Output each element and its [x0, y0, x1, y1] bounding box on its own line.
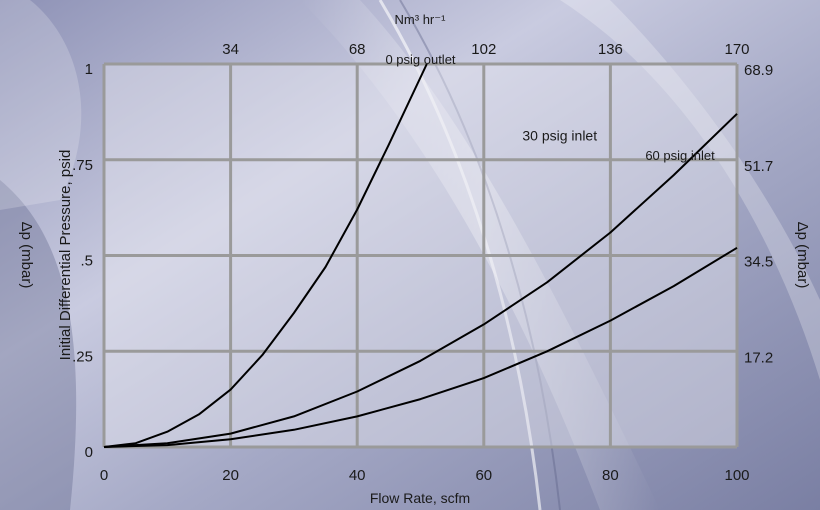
- series-line: [103, 113, 738, 448]
- top-tick-label: 170: [724, 41, 749, 58]
- y-tick-labels: 0 .25 .5 .75 1: [72, 61, 93, 461]
- y-tick-label: 0: [85, 444, 93, 461]
- x-tick-label: 60: [475, 467, 492, 484]
- y-axis-title: Initial Differential Pressure, psid: [57, 150, 74, 361]
- grid: [102, 62, 739, 449]
- top-tick-labels: 34 68 102 136 170: [222, 41, 749, 58]
- top-tick-label: 136: [598, 41, 623, 58]
- right-tick-label: 34.5: [744, 254, 773, 271]
- series-line: [103, 63, 428, 448]
- y-tick-label: .75: [72, 157, 93, 174]
- right-axis-title: Δp (mbar): [794, 222, 811, 289]
- x-tick-label: 0: [100, 467, 108, 484]
- x-tick-label: 100: [724, 467, 749, 484]
- x-tick-label: 20: [222, 467, 239, 484]
- left-axis-title-cropped: Δp (mbar): [18, 222, 35, 289]
- x-axis-title: Flow Rate, scfm: [370, 490, 470, 506]
- x-tick-labels: 0 20 40 60 80 100: [100, 467, 750, 484]
- y-tick-label: .25: [72, 348, 93, 365]
- series-label: 0 psig outlet: [385, 52, 455, 67]
- top-tick-label: 68: [349, 41, 366, 58]
- top-tick-label: 34: [222, 41, 239, 58]
- top-axis-title: Nm³ hr⁻¹: [395, 12, 447, 27]
- y-tick-label: 1: [85, 61, 93, 78]
- y-tick-label: .5: [80, 253, 93, 270]
- top-tick-label: 102: [471, 41, 496, 58]
- right-tick-labels: 17.2 34.5 51.7 68.9: [744, 62, 773, 366]
- series-label: 30 psig inlet: [522, 128, 597, 144]
- series-labels: 0 psig outlet 30 psig inlet 60 psig inlet: [385, 52, 715, 163]
- x-tick-label: 80: [602, 467, 619, 484]
- right-tick-label: 68.9: [744, 62, 773, 79]
- series-curves: [103, 63, 738, 448]
- x-tick-label: 40: [349, 467, 366, 484]
- right-tick-label: 51.7: [744, 158, 773, 175]
- right-tick-label: 17.2: [744, 349, 773, 366]
- series-line: [103, 246, 738, 448]
- series-label: 60 psig inlet: [645, 148, 715, 163]
